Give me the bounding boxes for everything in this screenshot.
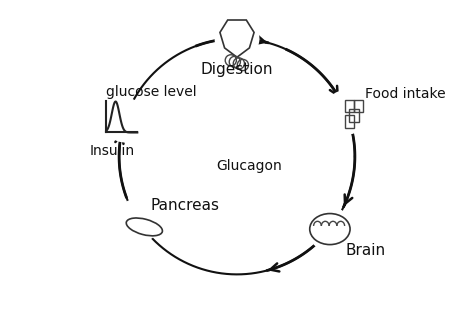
- Bar: [354, 100, 364, 112]
- Circle shape: [308, 207, 352, 251]
- Text: Pancreas: Pancreas: [151, 198, 219, 213]
- Circle shape: [103, 98, 146, 142]
- Bar: [345, 115, 354, 128]
- Circle shape: [325, 91, 368, 134]
- Text: Insulin: Insulin: [90, 144, 135, 158]
- Circle shape: [215, 17, 259, 60]
- Circle shape: [117, 199, 160, 243]
- Text: Glucagon: Glucagon: [217, 159, 283, 173]
- Text: Food intake: Food intake: [365, 87, 446, 101]
- Bar: [345, 100, 354, 112]
- Text: glucose level: glucose level: [106, 85, 197, 99]
- Text: Brain: Brain: [346, 243, 385, 258]
- Text: Digestion: Digestion: [201, 62, 273, 77]
- Bar: [349, 109, 359, 122]
